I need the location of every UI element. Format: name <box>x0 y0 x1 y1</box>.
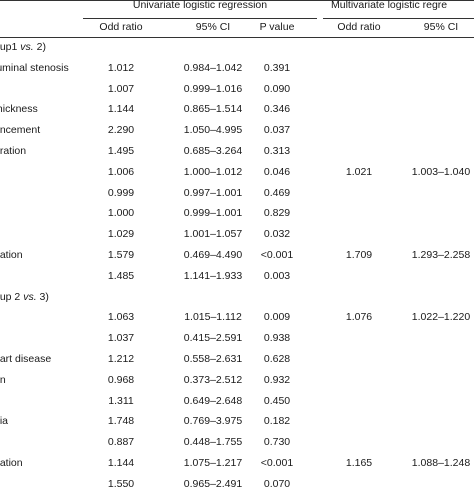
univariate-p-value: 0.938 <box>263 332 291 344</box>
univariate-ci: 0.999–1.016 <box>183 83 243 95</box>
univariate-p-value: 0.391 <box>263 62 291 74</box>
univariate-ci: 1.141–1.933 <box>183 270 243 282</box>
univariate-odd-ratio: 1.007 <box>107 83 135 95</box>
univariate-ci: 0.769–3.975 <box>183 415 243 427</box>
univariate-p-value: 0.182 <box>263 415 291 427</box>
univariate-ci: 0.965–2.491 <box>183 478 243 490</box>
univariate-odd-ratio: 1.006 <box>107 166 135 178</box>
univariate-odd-ratio: 1.485 <box>107 270 135 282</box>
univariate-p-value: 0.003 <box>263 270 291 282</box>
multivariate-ci: 1.293–2.258 <box>411 249 471 261</box>
univariate-odd-ratio: 1.748 <box>107 415 135 427</box>
univariate-odd-ratio: 1.063 <box>107 311 135 323</box>
univariate-odd-ratio: 2.290 <box>107 124 135 136</box>
univariate-ci: 0.469–4.490 <box>183 249 243 261</box>
row-label: ancement <box>0 124 41 136</box>
univariate-odd-ratio: 0.887 <box>107 436 135 448</box>
row-label: uation <box>0 457 23 469</box>
univariate-ci: 0.448–1.755 <box>183 436 243 448</box>
col-header-univariate-p-value: P value <box>259 21 295 33</box>
univariate-ci: 0.997–1.001 <box>183 187 243 199</box>
row-label: oup1 vs. 2) <box>0 41 46 53</box>
multivariate-ci: 1.022–1.220 <box>411 311 471 323</box>
univariate-odd-ratio: 1.579 <box>107 249 135 261</box>
col-header-univariate-ci: 95% CI <box>195 21 231 33</box>
univariate-p-value: 0.932 <box>263 374 291 386</box>
univariate-header: Univariate logistic regression <box>132 0 268 11</box>
row-label: thickness <box>0 103 38 115</box>
univariate-group-rule <box>83 18 317 19</box>
row-label: eration <box>0 145 27 157</box>
univariate-odd-ratio: 1.144 <box>107 103 135 115</box>
univariate-p-value: 0.450 <box>263 395 291 407</box>
univariate-p-value: 0.037 <box>263 124 291 136</box>
univariate-p-value: 0.829 <box>263 207 291 219</box>
univariate-odd-ratio: 1.311 <box>108 395 134 407</box>
multivariate-ci: 1.088–1.248 <box>411 457 471 469</box>
univariate-p-value: 0.313 <box>263 145 291 157</box>
col-header-multivariate-ci: 95% CI <box>423 21 459 33</box>
row-label: nia <box>0 415 9 427</box>
row-label: uation <box>0 249 23 261</box>
univariate-p-value: 0.032 <box>263 228 291 240</box>
multivariate-odd-ratio: 1.021 <box>345 166 373 178</box>
univariate-ci: 0.558–2.631 <box>183 353 243 365</box>
univariate-odd-ratio: 1.212 <box>107 353 135 365</box>
multivariate-group-rule <box>323 18 474 19</box>
univariate-p-value: 0.469 <box>263 187 291 199</box>
univariate-p-value: 0.730 <box>263 436 291 448</box>
univariate-ci: 0.685–3.264 <box>183 145 243 157</box>
multivariate-ci: 1.003–1.040 <box>411 166 471 178</box>
univariate-odd-ratio: 0.968 <box>107 374 135 386</box>
multivariate-odd-ratio: 1.076 <box>345 311 373 323</box>
univariate-ci: 0.999–1.001 <box>183 207 243 219</box>
univariate-p-value: <0.001 <box>260 249 294 261</box>
col-header-multivariate-odd-ratio: Odd ratio <box>337 21 381 33</box>
row-label: oup 2 vs. 3) <box>0 291 49 303</box>
univariate-ci: 1.001–1.057 <box>183 228 243 240</box>
univariate-p-value: <0.001 <box>260 457 294 469</box>
row-label: eart disease <box>0 353 52 365</box>
univariate-odd-ratio: 1.144 <box>107 457 135 469</box>
multivariate-odd-ratio: 1.709 <box>345 249 373 261</box>
multivariate-header: Multivariate logistic regre <box>331 0 448 11</box>
univariate-p-value: 0.346 <box>263 103 291 115</box>
row-label: luminal stenosis <box>0 62 69 74</box>
univariate-p-value: 0.046 <box>263 166 291 178</box>
univariate-ci: 0.865–1.514 <box>183 103 243 115</box>
univariate-p-value: 0.090 <box>263 83 291 95</box>
univariate-odd-ratio: 0.999 <box>107 187 135 199</box>
univariate-ci: 1.050–4.995 <box>183 124 243 136</box>
univariate-ci: 0.649–2.648 <box>183 395 243 407</box>
row-label: on <box>0 374 6 386</box>
univariate-ci: 1.015–1.112 <box>184 311 242 323</box>
univariate-odd-ratio: 1.550 <box>107 478 135 490</box>
univariate-odd-ratio: 1.029 <box>107 228 135 240</box>
univariate-odd-ratio: 1.012 <box>107 62 135 74</box>
univariate-p-value: 0.628 <box>263 353 291 365</box>
univariate-ci: 0.373–2.512 <box>183 374 243 386</box>
univariate-ci: 0.984–1.042 <box>183 62 243 74</box>
univariate-p-value: 0.009 <box>263 311 291 323</box>
top-rule <box>0 0 474 1</box>
col-header-univariate-odd-ratio: Odd ratio <box>99 21 143 33</box>
univariate-odd-ratio: 1.037 <box>107 332 135 344</box>
univariate-ci: 0.415–2.591 <box>183 332 243 344</box>
univariate-odd-ratio: 1.495 <box>107 145 135 157</box>
univariate-p-value: 0.070 <box>263 478 291 490</box>
univariate-ci: 1.000–1.012 <box>183 166 243 178</box>
univariate-odd-ratio: 1.000 <box>107 207 135 219</box>
header-bottom-rule <box>0 37 474 38</box>
univariate-ci: 1.075–1.217 <box>183 457 243 469</box>
multivariate-odd-ratio: 1.165 <box>345 457 373 469</box>
